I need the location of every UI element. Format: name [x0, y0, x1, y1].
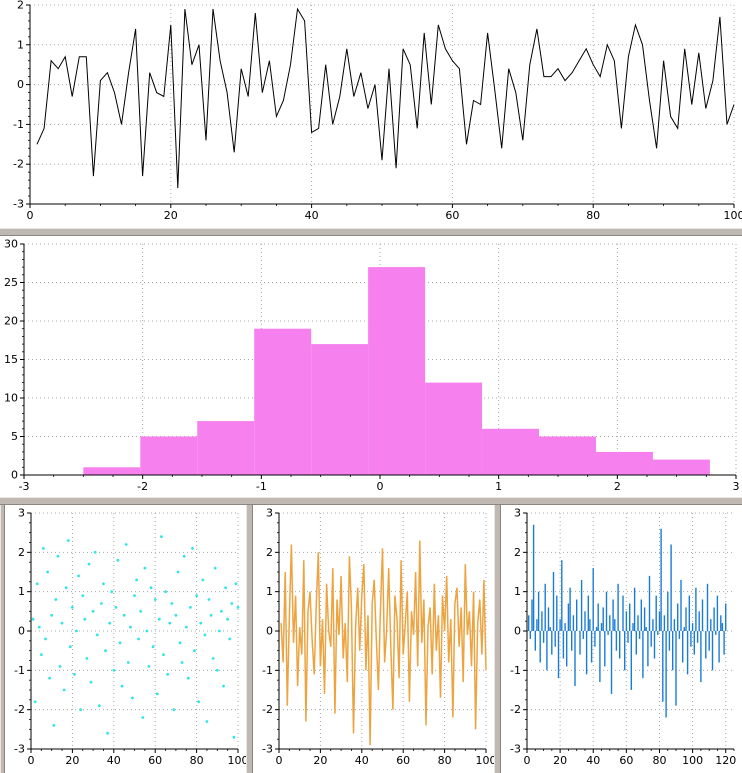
horizontal-splitter-1[interactable]	[0, 228, 742, 236]
x-tick-label: 40	[586, 754, 600, 767]
x-tick-label: 0	[276, 754, 283, 767]
y-tick-label: -2	[510, 703, 521, 716]
panel-histogram: -3 -2 -1 0 1 2 3 0 5 10 15 20 25 30	[0, 236, 742, 497]
y-tick-label: 0	[18, 625, 25, 638]
series-scatter	[31, 535, 240, 739]
x-tick-label: 80	[586, 209, 600, 222]
series-impulses	[528, 524, 727, 718]
panel-line-orange: 0 20 40 60 80 100 -3 -2 -1 0 1 2 3	[253, 505, 494, 773]
y-tick-label: 5	[11, 430, 18, 443]
axes: 0 20 40 60 80 100 -3 -2 -1 0 1 2 3	[14, 507, 246, 768]
horizontal-splitter-2[interactable]	[0, 497, 742, 505]
y-tick-label: -1	[262, 664, 273, 677]
y-tick-label: 2	[18, 546, 25, 559]
x-tick-label: 0	[27, 209, 34, 222]
y-tick-label: -3	[14, 743, 25, 756]
x-tick-label: 100	[228, 754, 247, 767]
y-tick-label: 20	[4, 315, 18, 328]
y-tick-label: 0	[266, 625, 273, 638]
y-tick-label: -3	[13, 198, 24, 211]
grid	[30, 512, 239, 750]
y-tick-label: 3	[514, 507, 521, 520]
axes: 0 20 40 60 80 100 120 -3 -2 -1 0 1 2 3	[510, 507, 736, 768]
x-tick-label: -1	[256, 480, 267, 493]
y-tick-label: -1	[510, 664, 521, 677]
y-tick-label: 2	[17, 0, 24, 12]
panel-impulses-blue: 0 20 40 60 80 100 120 -3 -2 -1 0 1 2 3	[501, 505, 742, 773]
x-tick-label: 1	[495, 480, 502, 493]
x-tick-label: -3	[19, 480, 30, 493]
x-tick-label: 100	[476, 754, 495, 767]
y-tick-label: -2	[14, 703, 25, 716]
panel-scatter-cyan: 0 20 40 60 80 100 -3 -2 -1 0 1 2 3	[5, 505, 246, 773]
axes: 0 20 40 60 80 100 -3 -2 -1 0 1 2 3	[262, 507, 494, 768]
vertical-splitter-2[interactable]	[246, 505, 253, 773]
y-tick-label: 1	[514, 585, 521, 598]
y-tick-label: 1	[17, 38, 24, 51]
x-tick-label: 40	[107, 754, 121, 767]
x-tick-label: 60	[445, 209, 459, 222]
vertical-splitter-1[interactable]	[0, 505, 5, 773]
x-tick-label: 20	[553, 754, 567, 767]
y-tick-label: 30	[4, 238, 18, 251]
x-tick-label: 80	[652, 754, 666, 767]
y-tick-label: -1	[13, 118, 24, 131]
axes: 0 20 40 60 80 100 -3 -2 -1 0 1 2	[13, 0, 742, 222]
y-tick-label: -3	[510, 743, 521, 756]
x-tick-label: 20	[313, 754, 327, 767]
y-tick-label: -1	[14, 664, 25, 677]
x-tick-label: 2	[614, 480, 621, 493]
x-tick-label: 120	[715, 754, 736, 767]
orange-line-chart: 0 20 40 60 80 100 -3 -2 -1 0 1 2 3	[262, 507, 494, 768]
y-tick-label: 25	[4, 276, 18, 289]
y-tick-label: -3	[262, 743, 273, 756]
y-tick-label: 0	[17, 78, 24, 91]
blue-impulse-chart: 0 20 40 60 80 100 120 -3 -2 -1 0 1 2 3	[510, 507, 736, 768]
x-tick-label: 60	[619, 754, 633, 767]
x-tick-label: 20	[65, 754, 79, 767]
y-tick-label: 2	[266, 546, 273, 559]
x-tick-label: 80	[438, 754, 452, 767]
y-tick-label: 1	[18, 585, 25, 598]
x-tick-label: 60	[148, 754, 162, 767]
bottom-row: 0 20 40 60 80 100 -3 -2 -1 0 1 2 3 0 20 40 60 80 100 -3 -2-…	[0, 505, 742, 773]
y-tick-label: 0	[11, 469, 18, 482]
x-tick-label: 60	[396, 754, 410, 767]
panel-top-line-chart: 0 20 40 60 80 100 -3 -2 -1 0 1 2	[0, 0, 742, 228]
x-tick-label: 40	[305, 209, 319, 222]
x-tick-label: 0	[28, 754, 35, 767]
series-line	[280, 540, 487, 746]
y-tick-label: 15	[4, 353, 18, 366]
x-tick-label: 100	[682, 754, 703, 767]
series-line	[36, 7, 735, 189]
y-tick-label: -2	[262, 703, 273, 716]
top-line-chart: 0 20 40 60 80 100 -3 -2 -1 0 1 2	[13, 0, 742, 222]
x-tick-label: 40	[355, 754, 369, 767]
series-bar	[83, 267, 710, 475]
y-tick-label: 0	[514, 625, 521, 638]
x-tick-label: 3	[733, 480, 740, 493]
cyan-scatter-chart: 0 20 40 60 80 100 -3 -2 -1 0 1 2 3	[14, 507, 246, 768]
x-tick-label: 100	[724, 209, 742, 222]
y-tick-label: 10	[4, 392, 18, 405]
x-tick-label: 0	[377, 480, 384, 493]
y-tick-label: 3	[266, 507, 273, 520]
y-tick-label: 3	[18, 507, 25, 520]
y-tick-label: -2	[13, 158, 24, 171]
y-tick-label: 2	[514, 546, 521, 559]
x-tick-label: 20	[164, 209, 178, 222]
x-tick-label: -2	[137, 480, 148, 493]
vertical-splitter-3[interactable]	[494, 505, 501, 773]
x-tick-label: 80	[190, 754, 204, 767]
x-tick-label: 0	[524, 754, 531, 767]
y-tick-label: 1	[266, 585, 273, 598]
